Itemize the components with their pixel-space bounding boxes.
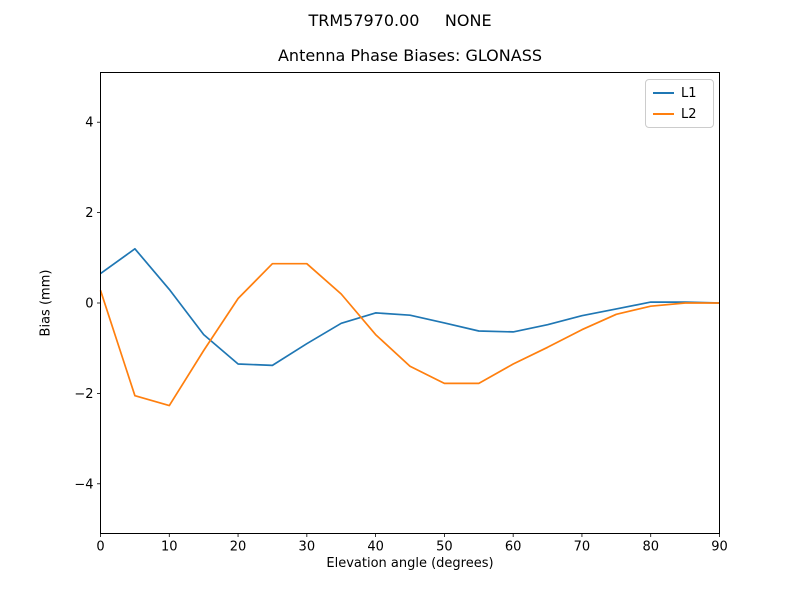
- y-axis-label: Bias (mm): [38, 269, 54, 337]
- x-tick-label: 20: [230, 540, 247, 555]
- x-tick-label: 40: [367, 540, 384, 555]
- x-tick-label: 0: [96, 540, 104, 555]
- legend-item-l1: L1: [653, 85, 713, 101]
- y-tick-label: 0: [85, 297, 93, 312]
- x-tick-label: 70: [574, 540, 591, 555]
- x-axis-label: Elevation angle (degrees): [326, 556, 494, 571]
- figure-suptitle: TRM57970.00 NONE: [308, 11, 492, 30]
- x-tick-label: 10: [161, 540, 178, 555]
- y-tick-label: −4: [74, 477, 93, 492]
- x-tick-label: 50: [436, 540, 453, 555]
- x-tick-label: 80: [642, 540, 659, 555]
- x-tick-label: 90: [711, 540, 728, 555]
- y-tick-label: 4: [85, 116, 93, 131]
- y-tick-label: 2: [85, 206, 93, 221]
- legend-label-l2: L2: [681, 106, 697, 122]
- legend-item-l2: L2: [653, 106, 713, 122]
- x-tick-label: 60: [505, 540, 522, 555]
- l2-line-swatch: [653, 113, 674, 115]
- legend-label-l1: L1: [681, 85, 697, 101]
- series-line-l1: [100, 247, 720, 367]
- x-tick-label: 30: [299, 540, 316, 555]
- series-line-l2: [99, 262, 720, 407]
- axes-border: [100, 72, 720, 534]
- l1-line-swatch: [653, 92, 674, 94]
- y-tick-label: −2: [74, 387, 93, 402]
- legend: L1 L2: [645, 79, 714, 128]
- axes-title: Antenna Phase Biases: GLONASS: [277, 46, 542, 65]
